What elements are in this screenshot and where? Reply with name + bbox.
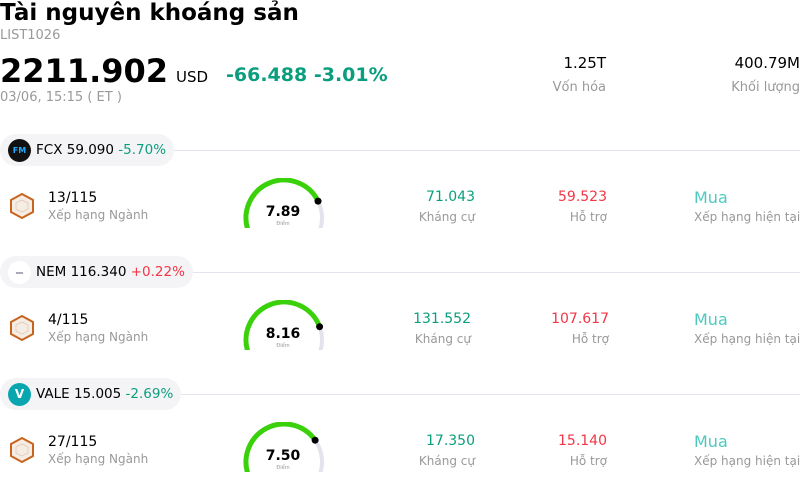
volume-value: 400.79M <box>734 54 800 72</box>
score-value: 8.16 <box>266 326 301 342</box>
radar-icon <box>10 314 34 342</box>
industry-rank-label: Xếp hạng Ngành <box>48 330 149 344</box>
gauge-marker <box>314 197 322 205</box>
market-cap-label: Vốn hóa <box>552 80 606 95</box>
datetime: 03/06, 15:15 ( ET ) <box>0 90 122 105</box>
ticker: NEM <box>36 264 67 280</box>
stock-row: — NEM 116.340 +0.22% 4/115 Xếp hạng Ngành… <box>0 256 800 378</box>
resistance-label: Kháng cự <box>418 210 475 224</box>
industry-rank: 27/115 <box>48 434 98 450</box>
rating-label: Xếp hạng hiện tại <box>694 210 800 224</box>
page-title: Tài nguyên khoáng sản <box>0 0 299 26</box>
stock-price: 59.090 <box>66 142 114 158</box>
currency: USD <box>176 68 209 86</box>
price-change: -66.488 -3.01% <box>226 64 388 86</box>
change-value: -66.488 <box>226 64 308 86</box>
gauge-fill <box>243 422 318 472</box>
score-label: Điểm <box>276 220 289 227</box>
volume: 400.79M Khối lượng <box>650 54 800 95</box>
gauge-marker <box>316 323 324 331</box>
nem-logo: — <box>8 260 31 284</box>
resistance-value: 131.552 <box>413 311 471 327</box>
divider <box>170 150 800 151</box>
radar-icon <box>10 436 34 464</box>
ticker: FCX <box>36 142 63 158</box>
industry-rank: 4/115 <box>48 312 89 328</box>
stock-row: V VALE 15.005 -2.69% 27/115 Xếp hạng Ngàn… <box>0 378 800 500</box>
list-code: LIST1026 <box>0 28 61 43</box>
stock-chip[interactable]: FM FCX 59.090 -5.70% <box>0 134 175 166</box>
stock-row: FM FCX 59.090 -5.70% 13/115 Xếp hạng Ngàn… <box>0 134 800 256</box>
change-percent: -3.01% <box>313 64 388 86</box>
market-cap-value: 1.25T <box>563 54 606 72</box>
radar-icon <box>10 192 34 220</box>
rating-value: Mua <box>694 432 728 451</box>
resistance-label: Kháng cự <box>418 454 475 468</box>
volume-label: Khối lượng <box>731 80 800 95</box>
score-gauge: 7.50 Điểm <box>243 422 324 472</box>
stock-chip[interactable]: — NEM 116.340 +0.22% <box>0 256 193 288</box>
divider <box>170 394 800 395</box>
rating-label: Xếp hạng hiện tại <box>694 454 800 468</box>
stock-change: -2.69% <box>125 386 174 402</box>
index-price: 2211.902 <box>0 52 169 90</box>
stock-change: -5.70% <box>118 142 167 158</box>
resistance-label: Kháng cự <box>414 332 471 346</box>
rating-label: Xếp hạng hiện tại <box>694 332 800 346</box>
vale-logo: V <box>8 382 31 406</box>
fcx-logo: FM <box>8 138 31 162</box>
resistance-value: 17.350 <box>426 433 475 449</box>
industry-rank-label: Xếp hạng Ngành <box>48 208 149 222</box>
score-value: 7.50 <box>266 448 301 464</box>
industry-rank-label: Xếp hạng Ngành <box>48 452 149 466</box>
divider <box>170 272 800 273</box>
score-label: Điểm <box>276 464 289 471</box>
rating-value: Mua <box>694 188 728 207</box>
support-value: 59.523 <box>558 189 607 205</box>
market-cap: 1.25T Vốn hóa <box>456 54 606 95</box>
support-label: Hỗ trợ <box>569 210 607 224</box>
ticker: VALE <box>36 386 70 402</box>
rating-value: Mua <box>694 310 728 329</box>
stock-price: 15.005 <box>73 386 122 402</box>
support-label: Hỗ trợ <box>571 332 609 346</box>
support-value: 15.140 <box>558 433 607 449</box>
gauge-fill <box>243 300 323 350</box>
support-label: Hỗ trợ <box>569 454 607 468</box>
score-gauge: 8.16 Điểm <box>243 300 324 350</box>
industry-rank: 13/115 <box>48 190 98 206</box>
stock-price: 116.340 <box>70 264 127 280</box>
score-label: Điểm <box>276 342 289 349</box>
gauge-marker <box>311 436 319 444</box>
score-value: 7.89 <box>266 204 301 220</box>
gauge-fill <box>243 178 321 228</box>
support-value: 107.617 <box>551 311 609 327</box>
stock-chip[interactable]: V VALE 15.005 -2.69% <box>0 378 182 410</box>
resistance-value: 71.043 <box>426 189 475 205</box>
stock-change: +0.22% <box>130 264 185 280</box>
score-gauge: 7.89 Điểm <box>243 178 324 228</box>
